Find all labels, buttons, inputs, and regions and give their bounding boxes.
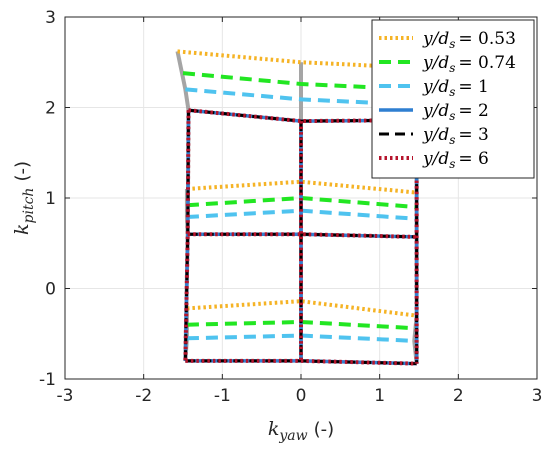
legend-symbol: y/d bbox=[422, 125, 449, 145]
legend-value: = 2 bbox=[458, 101, 488, 121]
legend-value: = 1 bbox=[458, 77, 488, 97]
legend-label: y/ds = 1 bbox=[422, 77, 489, 99]
axis-ticks: -3 -2 -1 0 1 2 3 -1 0 1 2 3 bbox=[39, 8, 542, 406]
y-tick-label: -1 bbox=[39, 370, 56, 390]
x-axis-subscript: yaw bbox=[278, 428, 307, 444]
legend-subscript: s bbox=[449, 133, 455, 147]
x-tick-label: -1 bbox=[214, 386, 231, 406]
x-tick-label: -3 bbox=[57, 386, 74, 406]
legend-symbol: y/d bbox=[422, 29, 449, 49]
x-tick-label: 1 bbox=[374, 386, 385, 406]
x-axis-label: kyaw (-) bbox=[268, 418, 334, 444]
y-axis-symbol: k bbox=[11, 223, 33, 235]
x-axis-symbol: k bbox=[268, 418, 280, 440]
legend-label: y/ds = 0.53 bbox=[422, 29, 516, 51]
legend-symbol: y/d bbox=[422, 77, 449, 97]
x-tick-label: -2 bbox=[135, 386, 152, 406]
legend-subscript: s bbox=[449, 157, 455, 171]
series-connector bbox=[183, 110, 191, 361]
legend-value: = 0.74 bbox=[458, 53, 516, 73]
x-tick-label: 2 bbox=[453, 386, 464, 406]
legend-value: = 6 bbox=[458, 149, 488, 169]
x-tick-label: 3 bbox=[532, 386, 543, 406]
legend-subscript: s bbox=[449, 37, 455, 51]
x-axis-unit: (-) bbox=[314, 419, 335, 440]
y-tick-label: 3 bbox=[45, 8, 56, 28]
legend-box bbox=[371, 19, 535, 179]
legend-label: y/ds = 6 bbox=[422, 149, 489, 171]
legend-value: = 3 bbox=[458, 125, 488, 145]
y-tick-label: 0 bbox=[45, 280, 56, 300]
legend-subscript: s bbox=[449, 61, 455, 75]
legend: y/ds = 0.53y/ds = 0.74y/ds = 1y/ds = 2y/ds = … bbox=[371, 19, 535, 179]
legend-label: y/ds = 0.74 bbox=[422, 53, 516, 75]
legend-symbol: y/d bbox=[422, 149, 449, 169]
y-tick-label: 2 bbox=[45, 99, 56, 119]
legend-label: y/ds = 2 bbox=[422, 101, 489, 123]
y-tick-label: 1 bbox=[45, 189, 56, 209]
y-axis-subscript: pitch bbox=[21, 188, 37, 224]
y-axis-label: kpitch (-) bbox=[11, 161, 37, 235]
y-axis-unit: (-) bbox=[12, 161, 33, 182]
legend-subscript: s bbox=[449, 85, 455, 99]
legend-subscript: s bbox=[449, 109, 455, 123]
legend-symbol: y/d bbox=[422, 101, 449, 121]
series-line bbox=[185, 358, 417, 366]
x-tick-label: 0 bbox=[296, 386, 307, 406]
legend-label: y/ds = 3 bbox=[422, 125, 489, 147]
legend-symbol: y/d bbox=[422, 53, 449, 73]
legend-value: = 0.53 bbox=[458, 29, 516, 49]
